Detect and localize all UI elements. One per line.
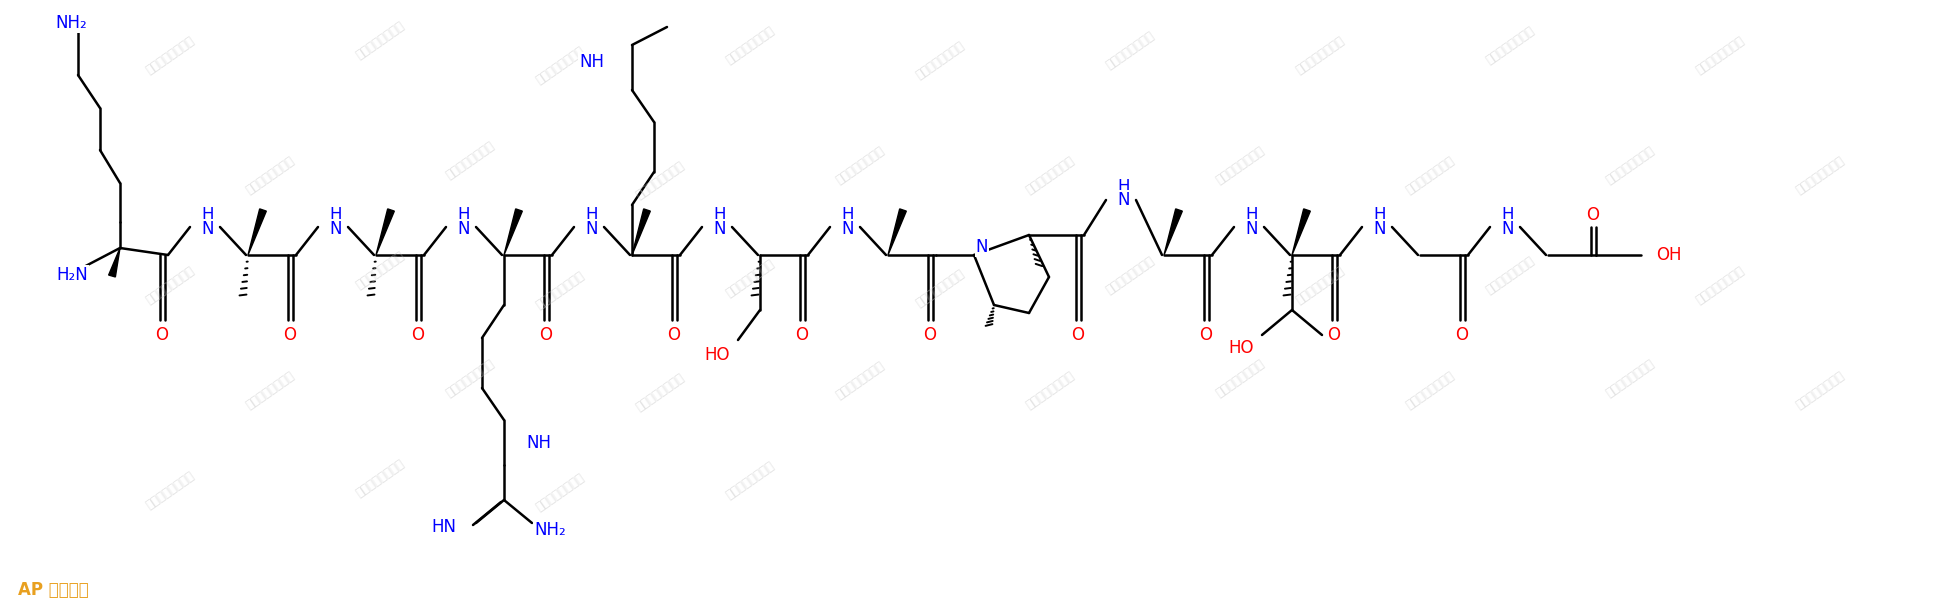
Text: 专肽生物专肽生物: 专肽生物专肽生物 — [1213, 356, 1267, 399]
Text: 专肽生物专肽生物: 专肽生物专肽生物 — [354, 249, 406, 291]
Text: HO: HO — [704, 346, 729, 364]
Polygon shape — [1292, 209, 1311, 255]
Polygon shape — [888, 209, 907, 255]
Text: 专肽生物专肽生物: 专肽生物专肽生物 — [244, 368, 296, 411]
Text: 专肽生物专肽生物: 专肽生物专肽生物 — [1404, 154, 1456, 196]
Text: 专肽生物专肽生物: 专肽生物专肽生物 — [1023, 154, 1077, 196]
Text: N: N — [1501, 220, 1514, 238]
Text: NH: NH — [578, 53, 603, 71]
Text: N: N — [201, 220, 215, 238]
Text: N: N — [1118, 191, 1129, 209]
Text: 专肽生物专肽生物: 专肽生物专肽生物 — [834, 359, 886, 402]
Text: 专肽生物专肽生物: 专肽生物专肽生物 — [1102, 29, 1157, 72]
Text: 专肽生物专肽生物: 专肽生物专肽生物 — [143, 264, 197, 306]
Text: H: H — [586, 206, 598, 224]
Text: H: H — [458, 206, 470, 224]
Text: NH₂: NH₂ — [534, 521, 567, 539]
Text: H: H — [331, 206, 342, 224]
Text: 专肽生物专肽生物: 专肽生物专肽生物 — [354, 456, 406, 500]
Text: N: N — [331, 220, 342, 238]
Polygon shape — [248, 209, 267, 255]
Text: 专肽生物专肽生物: 专肽生物专肽生物 — [1694, 264, 1746, 306]
Text: N: N — [1373, 220, 1387, 238]
Polygon shape — [108, 248, 120, 277]
Text: O: O — [1586, 206, 1599, 224]
Text: 专肽生物专肽生物: 专肽生物专肽生物 — [632, 371, 687, 414]
Text: 专肽生物专肽生物: 专肽生物专肽生物 — [1483, 253, 1538, 296]
Text: N: N — [714, 220, 727, 238]
Text: N: N — [1245, 220, 1259, 238]
Text: O: O — [155, 326, 168, 344]
Text: H: H — [714, 206, 727, 224]
Text: HO: HO — [1228, 339, 1253, 357]
Text: 专肽生物专肽生物: 专肽生物专肽生物 — [723, 256, 777, 299]
Text: 专肽生物专肽生物: 专肽生物专肽生物 — [244, 154, 296, 196]
Text: O: O — [1327, 326, 1340, 344]
Text: H: H — [201, 206, 215, 224]
Text: 专肽生物专肽生物: 专肽生物专肽生物 — [1483, 23, 1538, 66]
Text: H₂N: H₂N — [56, 266, 87, 284]
Text: 专肽生物专肽生物: 专肽生物专肽生物 — [443, 138, 497, 181]
Text: 专肽生物专肽生物: 专肽生物专肽生物 — [1694, 34, 1746, 76]
Text: O: O — [795, 326, 808, 344]
Text: 专肽生物专肽生物: 专肽生物专肽生物 — [632, 158, 687, 202]
Text: 专肽生物专肽生物: 专肽生物专肽生物 — [1023, 368, 1077, 411]
Text: 专肽生物专肽生物: 专肽生物专肽生物 — [913, 39, 967, 81]
Text: NH₂: NH₂ — [54, 14, 87, 32]
Polygon shape — [375, 209, 395, 255]
Text: 专肽生物专肽生物: 专肽生物专肽生物 — [143, 468, 197, 511]
Text: 专肽生物专肽生物: 专肽生物专肽生物 — [1102, 253, 1157, 296]
Text: 专肽生物专肽生物: 专肽生物专肽生物 — [1793, 154, 1847, 196]
Text: 专肽生物专肽生物: 专肽生物专肽生物 — [723, 459, 777, 501]
Text: 专肽生物专肽生物: 专肽生物专肽生物 — [534, 471, 586, 514]
Text: 专肽生物专肽生物: 专肽生物专肽生物 — [143, 34, 197, 76]
Text: O: O — [1456, 326, 1468, 344]
Text: 专肽生物专肽生物: 专肽生物专肽生物 — [834, 144, 886, 187]
Text: 专肽生物专肽生物: 专肽生物专肽生物 — [1404, 368, 1456, 411]
Text: O: O — [412, 326, 424, 344]
Text: O: O — [284, 326, 296, 344]
Text: O: O — [1071, 326, 1085, 344]
Text: AP 专肽生物: AP 专肽生物 — [17, 581, 89, 599]
Text: H: H — [841, 206, 855, 224]
Text: 专肽生物专肽生物: 专肽生物专肽生物 — [443, 356, 497, 399]
Polygon shape — [1164, 209, 1182, 255]
Text: H: H — [1118, 178, 1129, 196]
Text: H: H — [1245, 206, 1259, 224]
Text: 专肽生物专肽生物: 专肽生物专肽生物 — [1213, 144, 1267, 187]
Text: N: N — [841, 220, 855, 238]
Text: 专肽生物专肽生物: 专肽生物专肽生物 — [913, 267, 967, 309]
Text: 专肽生物专肽生物: 专肽生物专肽生物 — [1294, 34, 1346, 76]
Text: H: H — [1501, 206, 1514, 224]
Text: O: O — [1199, 326, 1213, 344]
Text: N: N — [977, 238, 988, 256]
Text: O: O — [667, 326, 681, 344]
Text: 专肽生物专肽生物: 专肽生物专肽生物 — [1793, 368, 1847, 411]
Text: OH: OH — [1656, 246, 1681, 264]
Text: 专肽生物专肽生物: 专肽生物专肽生物 — [354, 19, 406, 61]
Text: 专肽生物专肽生物: 专肽生物专肽生物 — [1603, 144, 1657, 187]
Text: 专肽生物专肽生物: 专肽生物专肽生物 — [534, 43, 586, 86]
Text: 专肽生物专肽生物: 专肽生物专肽生物 — [723, 23, 777, 66]
Text: 专肽生物专肽生物: 专肽生物专肽生物 — [1294, 264, 1346, 306]
Text: H: H — [1373, 206, 1387, 224]
Text: O: O — [540, 326, 553, 344]
Text: 专肽生物专肽生物: 专肽生物专肽生物 — [534, 268, 586, 311]
Polygon shape — [632, 209, 650, 255]
Text: HN: HN — [431, 518, 456, 536]
Text: O: O — [924, 326, 936, 344]
Text: N: N — [586, 220, 598, 238]
Polygon shape — [505, 209, 522, 255]
Text: NH: NH — [526, 434, 551, 452]
Text: 专肽生物专肽生物: 专肽生物专肽生物 — [1603, 356, 1657, 399]
Text: N: N — [458, 220, 470, 238]
